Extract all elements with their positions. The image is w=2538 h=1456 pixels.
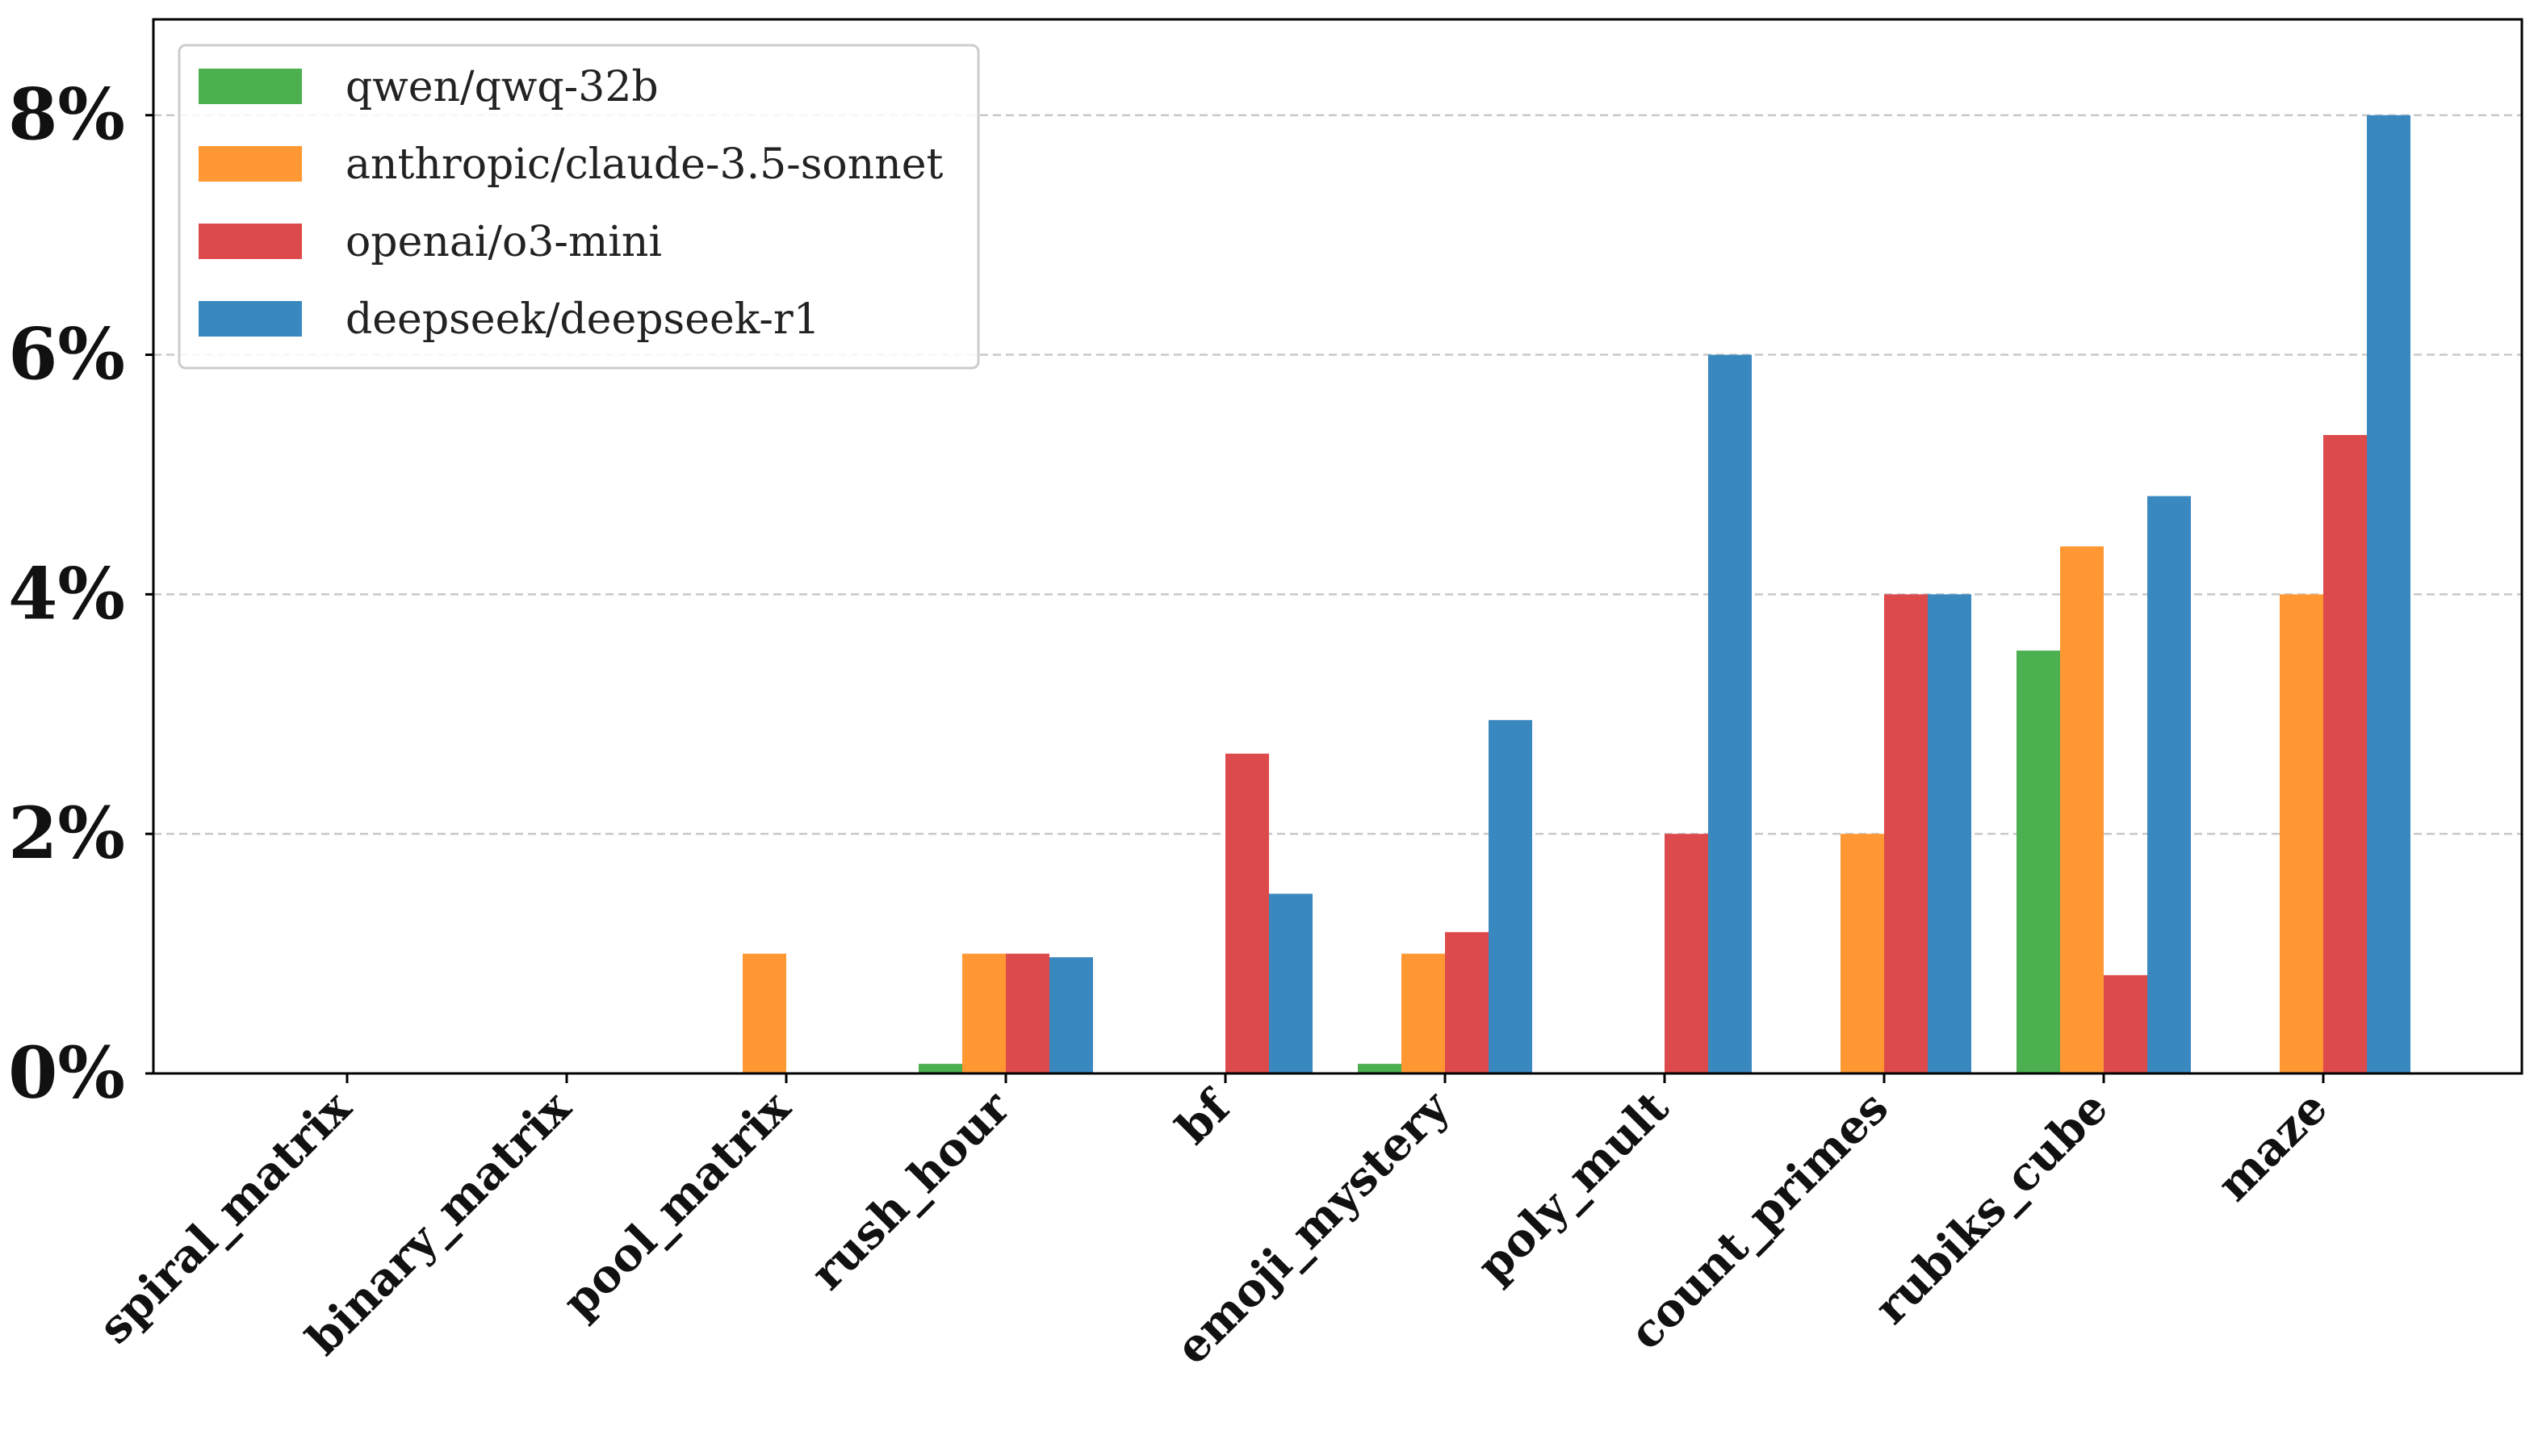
legend-swatch xyxy=(199,69,302,104)
bar-openai-o3-mini-emoji-mystery xyxy=(1445,931,1489,1073)
bar-anthropic-claude-3-5-sonnet-count-primes xyxy=(1841,834,1884,1073)
legend-swatch xyxy=(199,224,302,259)
legend-label: qwen/qwq-32b xyxy=(346,63,659,111)
y-tick-label: 6% xyxy=(8,312,125,396)
bars xyxy=(743,115,2410,1074)
y-tick-label: 0% xyxy=(8,1031,125,1115)
bar-openai-o3-mini-bf xyxy=(1225,753,1269,1073)
bar-deepseek-deepseek-r1-count-primes xyxy=(1928,594,1971,1073)
bar-deepseek-deepseek-r1-poly-mult xyxy=(1708,354,1752,1074)
bar-deepseek-deepseek-r1-bf xyxy=(1269,893,1313,1073)
bar-anthropic-claude-3-5-sonnet-rush-hour xyxy=(962,953,1006,1073)
y-tick-label: 4% xyxy=(8,551,125,635)
bar-qwen-qwq-32b-rush-hour xyxy=(919,1064,962,1073)
axes-frame xyxy=(152,18,2523,1075)
bar-deepseek-deepseek-r1-rubiks-cube xyxy=(2147,496,2191,1073)
legend-label: deepseek/deepseek-r1 xyxy=(346,295,820,344)
bar-openai-o3-mini-poly-mult xyxy=(1665,834,1708,1073)
bar-openai-o3-mini-rubiks-cube xyxy=(2104,975,2147,1073)
legend: qwen/qwq-32b anthropic/claude-3.5-sonnet o… xyxy=(178,44,980,370)
y-tick-label: 2% xyxy=(8,791,125,875)
bar-anthropic-claude-3-5-sonnet-pool-matrix xyxy=(743,953,786,1073)
bar-deepseek-deepseek-r1-emoji-mystery xyxy=(1489,720,1532,1073)
legend-label: openai/o3-mini xyxy=(346,218,662,266)
legend-label: anthropic/claude-3.5-sonnet xyxy=(346,140,943,189)
legend-swatch xyxy=(199,146,302,182)
legend-swatch xyxy=(199,301,302,337)
bar-qwen-qwq-32b-emoji-mystery xyxy=(1358,1064,1401,1073)
bar-openai-o3-mini-count-primes xyxy=(1884,594,1928,1073)
bar-anthropic-claude-3-5-sonnet-rubiks-cube xyxy=(2060,546,2104,1073)
bar-qwen-qwq-32b-rubiks-cube xyxy=(2017,651,2060,1073)
bar-anthropic-claude-3-5-sonnet-emoji-mystery xyxy=(1401,953,1445,1073)
bar-deepseek-deepseek-r1-rush-hour xyxy=(1049,957,1093,1073)
bar-anthropic-claude-3-5-sonnet-maze xyxy=(2280,594,2323,1073)
y-tick-label: 8% xyxy=(8,73,125,157)
legend-box xyxy=(178,44,980,370)
bar-openai-o3-mini-maze xyxy=(2323,434,2367,1073)
y-axis: 0% 2% 4% 6% 8% xyxy=(8,73,153,1115)
bar-openai-o3-mini-rush-hour xyxy=(1006,953,1049,1073)
bar-deepseek-deepseek-r1-maze xyxy=(2367,115,2410,1073)
